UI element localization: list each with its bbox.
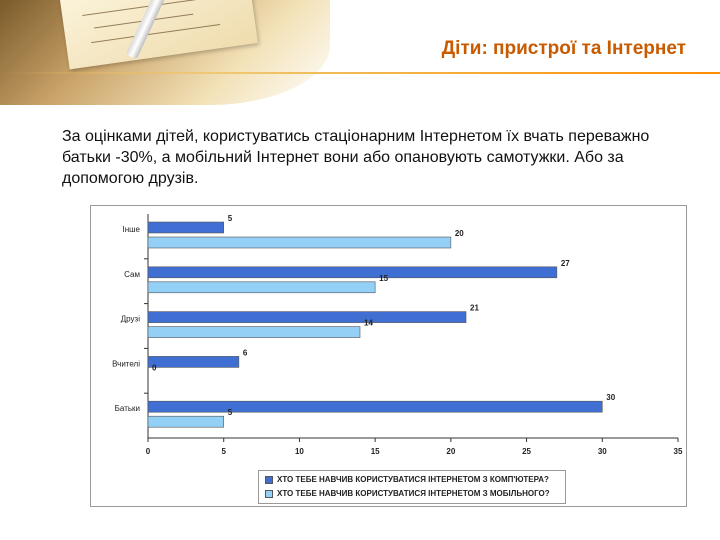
data-label: 27 <box>561 259 570 268</box>
category-label: Сам <box>124 270 140 279</box>
legend-label-series-2: ХТО ТЕБЕ НАВЧИВ КОРИСТУВАТИСЯ ІНТЕРНЕТОМ… <box>277 489 550 498</box>
bar-series-1 <box>147 266 558 279</box>
bar-series-1 <box>147 356 240 368</box>
slide-body-text: За оцінками дітей, користуватись стаціон… <box>62 128 650 187</box>
handwriting-line <box>82 0 202 17</box>
x-tick-label: 0 <box>146 447 151 456</box>
bar-series-2 <box>147 326 361 338</box>
legend-item-series-2: ХТО ТЕБЕ НАВЧИВ КОРИСТУВАТИСЯ ІНТЕРНЕТОМ… <box>265 487 550 500</box>
category-label: Батьки <box>115 404 140 413</box>
data-label: 0 <box>152 363 157 372</box>
decorative-header-image <box>0 0 330 105</box>
data-label: 20 <box>455 229 464 238</box>
x-tick-label: 30 <box>598 447 607 456</box>
data-label: 21 <box>470 304 479 313</box>
legend-item-series-1: ХТО ТЕБЕ НАВЧИВ КОРИСТУВАТИСЯ ІНТЕРНЕТОМ… <box>265 473 549 486</box>
handwriting-line <box>91 23 221 44</box>
slide-title: Діти: пристрої та Інтернет <box>441 38 686 59</box>
chart-legend: ХТО ТЕБЕ НАВЧИВ КОРИСТУВАТИСЯ ІНТЕРНЕТОМ… <box>258 470 566 504</box>
legend-label-series-1: ХТО ТЕБЕ НАВЧИВ КОРИСТУВАТИСЯ ІНТЕРНЕТОМ… <box>277 475 549 484</box>
bar-series-1 <box>147 311 467 323</box>
x-tick-label: 20 <box>446 447 455 456</box>
data-label: 30 <box>606 393 615 402</box>
bar-series-2 <box>147 236 452 249</box>
category-label: Інше <box>122 225 140 234</box>
bar-chart: 0 5 10 15 20 25 30 35 Інше 5 20 Сам 27 15 Друзі 21 14 Вчи… <box>90 205 687 507</box>
category-label: Вчителі <box>112 359 140 368</box>
x-tick-label: 5 <box>221 447 226 456</box>
bar-series-2 <box>147 281 376 294</box>
data-label: 5 <box>228 408 233 417</box>
bar-series-1 <box>147 400 603 413</box>
data-label: 5 <box>228 214 233 223</box>
x-tick-label: 25 <box>522 447 531 456</box>
bar-series-2 <box>147 415 225 428</box>
title-divider <box>0 72 720 74</box>
data-label: 6 <box>243 348 248 357</box>
x-tick-label: 10 <box>295 447 304 456</box>
x-tick-label: 35 <box>674 447 683 456</box>
legend-swatch-series-1 <box>265 475 273 484</box>
data-label: 14 <box>364 319 373 328</box>
data-label: 15 <box>379 274 388 283</box>
category-label: Друзі <box>121 315 140 324</box>
legend-swatch-series-2 <box>265 489 273 498</box>
x-tick-label: 15 <box>371 447 380 456</box>
chart-svg: 0 5 10 15 20 25 30 35 Інше 5 20 Сам 27 15 Друзі 21 14 Вчи… <box>112 214 683 456</box>
bar-series-1 <box>147 221 225 234</box>
